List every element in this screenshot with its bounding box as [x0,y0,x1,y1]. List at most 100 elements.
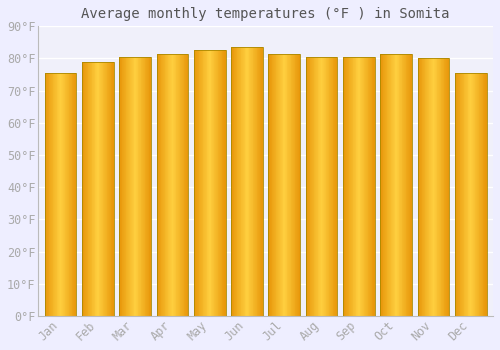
Bar [348,57,350,316]
Bar [317,57,318,316]
Bar [202,50,203,316]
Bar [176,54,177,316]
Bar [462,73,463,316]
Bar [394,54,396,316]
Bar [392,54,393,316]
Bar [167,54,168,316]
Bar [71,73,72,316]
Bar [268,54,300,316]
Bar [173,54,174,316]
Bar [212,50,213,316]
Bar [156,54,158,316]
Bar [354,57,355,316]
Bar [309,57,310,316]
Bar [55,73,56,316]
Bar [101,62,102,316]
Bar [431,58,432,316]
Bar [218,50,219,316]
Bar [235,47,236,316]
Bar [347,57,348,316]
Bar [129,57,130,316]
Bar [82,62,83,316]
Bar [344,57,346,316]
Bar [142,57,143,316]
Bar [419,58,420,316]
Bar [54,73,55,316]
Bar [74,73,75,316]
Bar [51,73,52,316]
Bar [108,62,109,316]
Bar [148,57,150,316]
Bar [197,50,198,316]
Bar [234,47,235,316]
Bar [246,47,247,316]
Bar [64,73,66,316]
Bar [459,73,460,316]
Bar [98,62,100,316]
Bar [63,73,64,316]
Bar [136,57,138,316]
Bar [178,54,179,316]
Bar [310,57,312,316]
Bar [147,57,148,316]
Bar [474,73,476,316]
Bar [420,58,422,316]
Bar [84,62,85,316]
Bar [248,47,250,316]
Bar [277,54,278,316]
Bar [72,73,74,316]
Bar [455,73,486,316]
Bar [262,47,263,316]
Bar [477,73,478,316]
Bar [370,57,372,316]
Bar [62,73,63,316]
Bar [259,47,260,316]
Bar [105,62,106,316]
Bar [131,57,132,316]
Bar [294,54,296,316]
Bar [390,54,392,316]
Bar [331,57,332,316]
Bar [269,54,270,316]
Bar [236,47,238,316]
Bar [322,57,323,316]
Bar [448,58,449,316]
Bar [128,57,129,316]
Bar [366,57,367,316]
Bar [426,58,427,316]
Bar [306,57,338,316]
Bar [484,73,485,316]
Bar [369,57,370,316]
Bar [296,54,297,316]
Bar [179,54,180,316]
Bar [367,57,368,316]
Bar [346,57,347,316]
Bar [180,54,181,316]
Bar [361,57,362,316]
Bar [247,47,248,316]
Bar [384,54,385,316]
Bar [231,47,232,316]
Bar [225,50,226,316]
Bar [460,73,461,316]
Bar [422,58,423,316]
Bar [255,47,256,316]
Bar [380,54,381,316]
Bar [213,50,214,316]
Bar [327,57,328,316]
Bar [332,57,334,316]
Bar [162,54,163,316]
Bar [408,54,409,316]
Bar [400,54,401,316]
Bar [258,47,259,316]
Bar [251,47,252,316]
Bar [481,73,482,316]
Bar [175,54,176,316]
Bar [409,54,410,316]
Bar [185,54,186,316]
Bar [320,57,321,316]
Bar [184,54,185,316]
Bar [455,73,456,316]
Bar [464,73,465,316]
Bar [112,62,113,316]
